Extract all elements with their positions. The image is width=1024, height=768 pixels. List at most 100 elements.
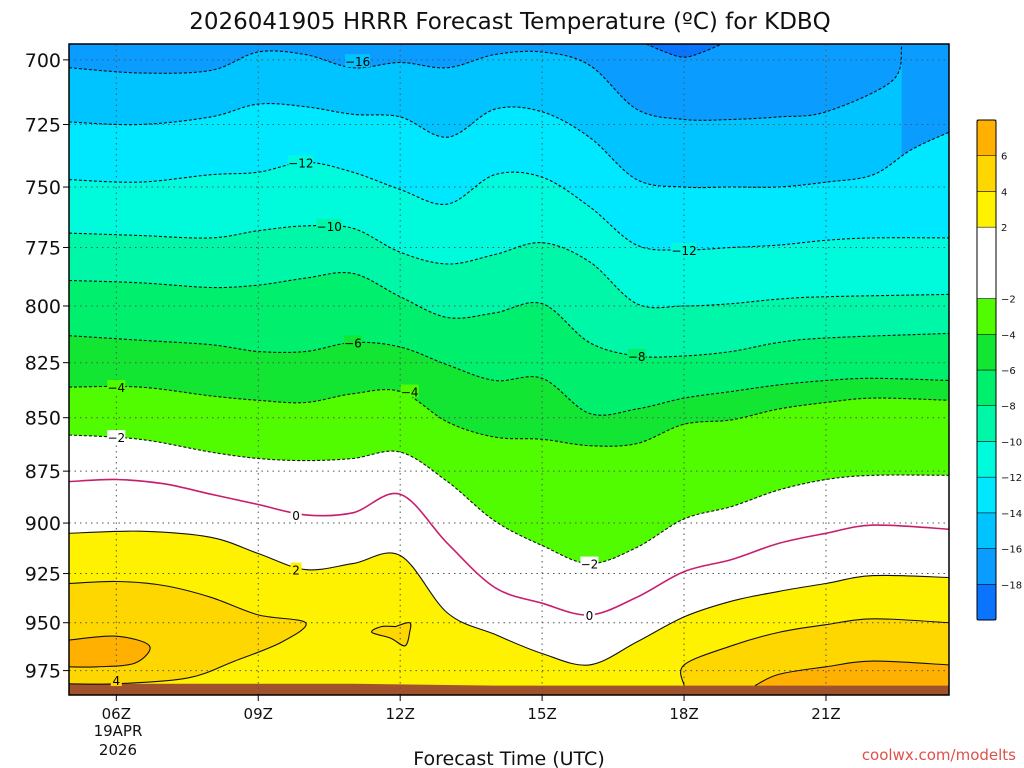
y-tick-label: 700 (25, 50, 61, 72)
colorbar-swatch (976, 441, 997, 478)
isotherm-label: −12 (288, 156, 313, 170)
colorbar-label: −12 (1001, 473, 1022, 484)
isotherm-label-bg (107, 380, 126, 394)
y-tick-label: 975 (25, 661, 61, 683)
isotherm-2-10 (69, 530, 949, 666)
isotherm-label-bg (316, 218, 342, 232)
colorbar-swatch (976, 119, 997, 156)
temperature-fills (69, 44, 949, 695)
y-tick-label: 950 (25, 613, 61, 635)
colorbar-label: −8 (1001, 402, 1016, 413)
isotherm-label: 0 (586, 609, 594, 623)
isotherm-label-bg (290, 507, 302, 521)
isotherm-neg8-5 (69, 272, 949, 358)
colorbar-label: −6 (1001, 366, 1016, 377)
isotherm-label: −2 (581, 558, 599, 572)
isotherm-label: −8 (628, 350, 646, 364)
colorbar-label: −2 (1001, 295, 1016, 306)
x-tick-label: 06Z (102, 705, 131, 723)
isotherm-lines (69, 44, 949, 687)
date-label-year: 2026 (99, 741, 137, 759)
isotherm-label-bg (107, 430, 126, 444)
isotherm-6-15 (754, 660, 949, 687)
isotherm-4-13 (680, 618, 949, 686)
x-tick-label: 12Z (385, 705, 414, 723)
isotherm-label-bg (343, 335, 362, 349)
plot-frame (68, 43, 950, 696)
isotherm-label-bg (345, 54, 371, 68)
colorbar-swatch (976, 476, 997, 514)
isotherm-label-bg (288, 155, 314, 169)
isotherm-0-9 (69, 478, 949, 616)
colorbar-label: −16 (1001, 545, 1022, 556)
isotherm-neg6-6 (69, 335, 949, 416)
date-label-day: 19APR (94, 722, 143, 740)
colorbar-swatch (976, 369, 997, 406)
isotherm-label-bg (580, 556, 599, 570)
grid-lines (69, 44, 949, 695)
x-tick-label: 18Z (669, 705, 698, 723)
y-tick-label: 750 (25, 177, 61, 199)
colorbar-swatch (976, 405, 997, 442)
isotherm-neg18-0 (645, 44, 723, 58)
isotherm-label: −4 (401, 386, 419, 400)
isotherm-label: −12 (671, 244, 696, 258)
colorbar-label: −14 (1001, 509, 1022, 520)
colorbar-swatch (976, 226, 997, 299)
isotherm-label-bg (110, 673, 122, 687)
isotherm-neg2-8 (69, 434, 949, 565)
isotherm-label: 0 (292, 509, 300, 523)
watermark: coolwx.com/modelts (862, 746, 1016, 764)
isotherm-neg10-4 (69, 224, 949, 309)
colorbar-swatch (976, 512, 997, 549)
colorbar-swatch (976, 334, 997, 371)
colorbar-frame (976, 119, 997, 621)
isotherm-neg4-7 (69, 385, 949, 447)
colorbar-swatch (976, 548, 997, 585)
isotherm-label: −6 (344, 336, 362, 350)
isotherm-label: −4 (107, 381, 125, 395)
x-axis-label: Forecast Time (UTC) (413, 748, 604, 768)
colorbar: 6 4 2 −2 −4 −6 −8 −10 −12 −14 −16 −18 (976, 119, 1022, 621)
isotherm-label-bg (290, 562, 302, 576)
y-tick-label: 825 (25, 353, 61, 375)
plot-area (69, 44, 949, 695)
colorbar-label: −10 (1001, 437, 1022, 448)
isotherm-labels: −16 −12 −12 −10 −8 −6 −4 −4 −2 −2 0 0 2 4 (107, 54, 697, 688)
colorbar-label: −4 (1001, 330, 1016, 341)
y-tick-label: 725 (25, 115, 61, 137)
isotherm-4-12 (371, 622, 412, 647)
isotherm-neg16-1 (69, 46, 903, 121)
isotherm-label: −10 (317, 220, 342, 234)
colorbar-label: 2 (1001, 223, 1007, 234)
y-tick-label: 800 (25, 296, 61, 318)
isotherm-4-11 (69, 580, 307, 685)
isotherm-label-bg (627, 348, 646, 362)
isotherm-neg12-3 (69, 161, 949, 251)
y-tick-label: 850 (25, 408, 61, 430)
ground-layer (69, 683, 949, 695)
ground-fill (69, 683, 949, 695)
x-axis: 06Z 09Z 12Z 15Z 18Z 21Z (102, 695, 841, 723)
isotherm-label: 4 (112, 674, 120, 688)
colorbar-swatch (976, 155, 997, 192)
y-tick-label: 875 (25, 461, 61, 483)
y-tick-label: 900 (25, 513, 61, 535)
isotherm-6-14 (69, 635, 151, 668)
band-fill-warm-3 (69, 636, 151, 668)
isotherm-label-bg (583, 607, 595, 621)
y-tick-label: 775 (25, 237, 61, 259)
isotherm-label: −2 (107, 431, 125, 445)
y-tick-label: 925 (25, 564, 61, 586)
colorbar-swatch (976, 584, 997, 621)
y-axis: 700 725 750 775 800 825 850 875 900 925 950 975 (25, 50, 69, 683)
x-tick-label: 15Z (527, 705, 556, 723)
colorbar-swatch (976, 298, 997, 335)
chart-title: 2026041905 HRRR Forecast Temperature (ºC… (189, 9, 831, 35)
colorbar-label: 4 (1001, 187, 1007, 198)
x-tick-label: 09Z (244, 705, 273, 723)
isotherm-label: 2 (292, 564, 300, 578)
band-fill-warm-1 (371, 622, 411, 646)
isotherm-label-bg (400, 384, 419, 398)
